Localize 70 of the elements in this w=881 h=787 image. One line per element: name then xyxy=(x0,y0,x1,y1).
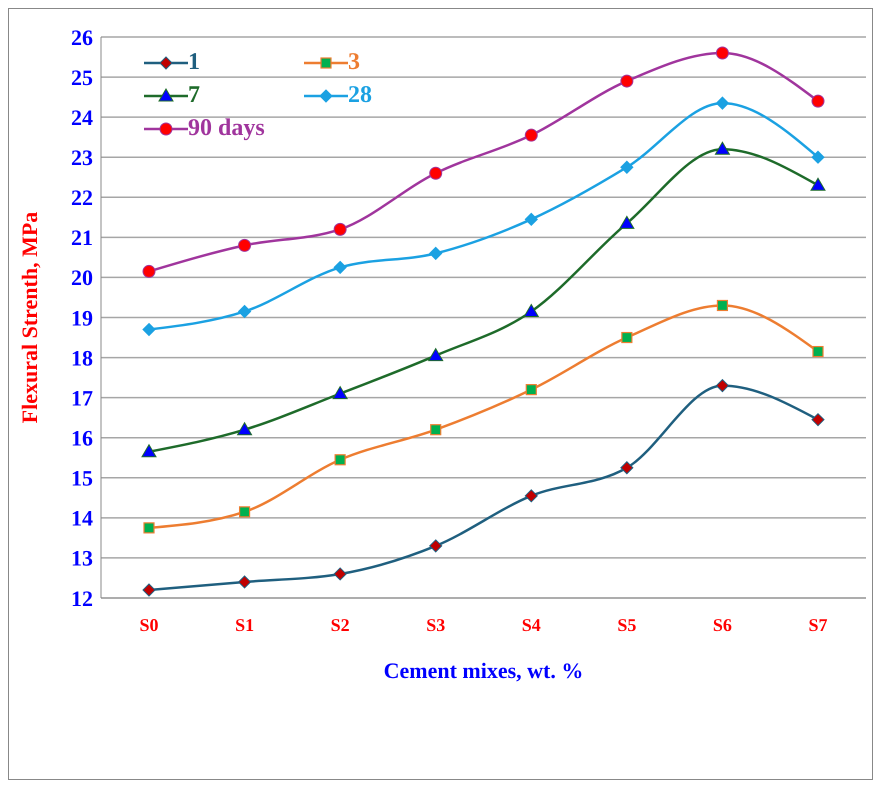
point xyxy=(524,489,538,502)
point xyxy=(237,422,252,436)
x-tick-label: S6 xyxy=(712,614,732,635)
point xyxy=(142,444,156,458)
point xyxy=(429,246,442,260)
legend-label: 3 xyxy=(348,49,360,76)
legend-label: 90 days xyxy=(188,115,265,142)
y-axis-title: Flexural Strenth, MPa xyxy=(16,212,42,424)
y-tick-label: 21 xyxy=(71,225,93,250)
y-tick-label: 13 xyxy=(71,546,93,571)
y-tick-label: 26 xyxy=(71,24,93,50)
point xyxy=(428,348,444,362)
point xyxy=(238,238,252,252)
x-tick-label: S2 xyxy=(330,614,350,635)
point xyxy=(620,461,634,474)
point xyxy=(526,384,537,396)
x-tick-label: S5 xyxy=(617,614,636,635)
x-tick-label: S0 xyxy=(139,614,159,635)
y-tick-label: 24 xyxy=(71,104,93,130)
y-tick-label: 23 xyxy=(71,145,93,170)
point xyxy=(429,539,442,552)
point xyxy=(430,424,442,436)
point xyxy=(812,150,824,164)
legend-label: 1 xyxy=(188,49,200,76)
point xyxy=(716,379,729,392)
point xyxy=(810,178,826,191)
point xyxy=(334,454,346,466)
point xyxy=(142,583,156,596)
point xyxy=(812,413,824,426)
point xyxy=(716,96,729,110)
y-tick-label: 17 xyxy=(71,385,93,410)
y-tick-label: 18 xyxy=(71,345,93,370)
point xyxy=(524,128,538,142)
y-tick-label: 12 xyxy=(71,586,93,611)
point xyxy=(238,506,250,518)
point xyxy=(812,346,824,358)
legend-label: 28 xyxy=(348,82,372,109)
x-tick-label: S3 xyxy=(426,614,446,635)
x-tick-label: S1 xyxy=(235,614,254,635)
point xyxy=(714,142,730,155)
y-tick-label: 19 xyxy=(71,305,93,330)
y-tick-label: 15 xyxy=(71,466,93,491)
point xyxy=(142,264,156,278)
point xyxy=(716,300,728,312)
point xyxy=(620,160,634,174)
point xyxy=(143,522,155,534)
point xyxy=(332,386,348,400)
point xyxy=(334,260,347,274)
point xyxy=(238,575,252,588)
point xyxy=(429,166,442,180)
x-axis-title: Cement mixes, wt. % xyxy=(384,658,584,683)
x-tick-label: S4 xyxy=(522,614,541,635)
x-tick-label: S7 xyxy=(808,614,828,635)
y-tick-label: 20 xyxy=(71,265,93,290)
point xyxy=(524,212,538,226)
point xyxy=(812,94,824,108)
point xyxy=(621,332,632,344)
y-tick-label: 25 xyxy=(71,64,93,90)
point xyxy=(334,222,347,236)
y-tick-label: 16 xyxy=(71,426,93,451)
point xyxy=(619,216,634,229)
y-tick-label: 14 xyxy=(71,506,93,531)
point xyxy=(238,304,252,318)
y-tick-label: 22 xyxy=(71,185,93,210)
point xyxy=(620,74,634,88)
point xyxy=(334,567,347,580)
point xyxy=(524,304,539,317)
point xyxy=(716,46,729,60)
legend-label: 7 xyxy=(188,82,200,109)
point xyxy=(142,323,156,336)
